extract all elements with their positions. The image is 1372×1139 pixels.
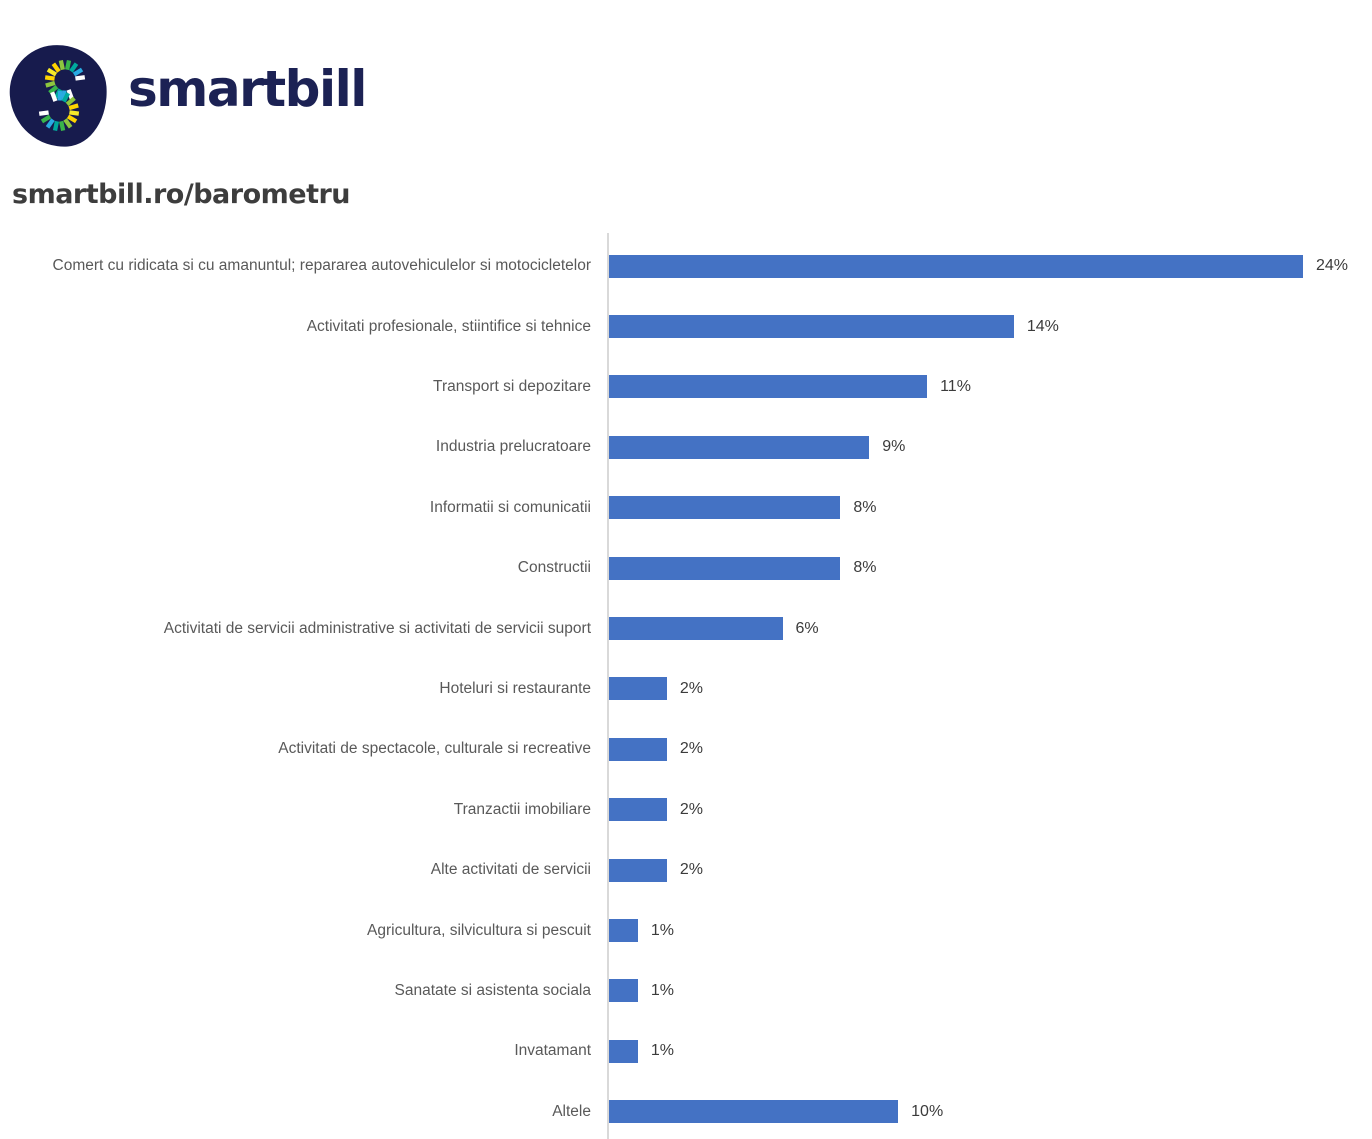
bar-row: Comert cu ridicata si cu amanuntul; repa… [0,236,1372,296]
bar-row: Agricultura, silvicultura si pescuit 1% [0,900,1372,960]
bar-row: Transport si depozitare 11% [0,357,1372,417]
value-label: 9% [882,438,906,456]
bar-chart: Comert cu ridicata si cu amanuntul; repa… [0,233,1372,1139]
value-label: 8% [853,559,877,577]
bar-row: Hoteluri si restaurante 2% [0,659,1372,719]
category-label: Constructii [517,559,591,577]
category-label: Activitati profesionale, stiintifice si … [306,317,591,335]
category-label: Informatii si comunicatii [429,498,591,516]
bar [609,737,667,761]
value-label: 1% [650,981,675,999]
y-axis-line [607,233,609,1139]
bar [609,556,841,580]
value-label: 8% [853,498,877,516]
bar-row: Alte activitati de servicii 2% [0,840,1372,900]
value-label: 24% [1316,257,1349,275]
smartbill-s-burst-icon [38,59,86,132]
bar-row: Informatii si comunicatii 8% [0,478,1372,538]
bar [609,1100,899,1124]
page-title-url: smartbill.ro/barometru [12,179,351,210]
bar-row: Industria prelucratoare 9% [0,417,1372,477]
category-label: Altele [552,1102,591,1120]
category-label: Activitati de spectacole, culturale si r… [278,740,591,758]
value-label: 2% [679,861,703,879]
value-label: 1% [650,1042,675,1060]
bar [609,1039,638,1063]
value-label: 10% [911,1102,944,1120]
value-label: 2% [679,740,703,758]
value-label: 11% [940,377,971,395]
value-label: 6% [795,619,819,637]
category-label: Agricultura, silvicultura si pescuit [367,921,591,939]
bar-row: Activitati de servicii administrative si… [0,598,1372,658]
value-label: 2% [679,800,703,818]
value-label: 1% [650,921,675,939]
value-label: 2% [679,679,703,697]
bar [609,979,638,1003]
category-label: Industria prelucratoare [435,438,591,456]
value-label: 14% [1026,317,1059,335]
bar [609,315,1014,339]
category-label: Invatamant [514,1042,591,1060]
category-label: Activitati de servicii administrative si… [163,619,591,637]
category-label: Comert cu ridicata si cu amanuntul; repa… [52,257,591,275]
category-label: Sanatate si asistenta sociala [394,982,591,1000]
bar-row: Tranzactii imobiliare 2% [0,780,1372,840]
smartbill-logo [6,41,111,151]
bar [609,919,638,943]
category-label: Alte activitati de servicii [430,861,591,879]
category-label: Tranzactii imobiliare [453,800,591,818]
bar [609,677,667,701]
bar [609,254,1303,278]
bar-row: Constructii 8% [0,538,1372,598]
bar [609,375,928,399]
bar-row: Altele 10% [0,1082,1372,1139]
brand-wordmark: smartbill [128,60,367,118]
bar-row: Sanatate si asistenta sociala 1% [0,961,1372,1021]
bar [609,435,870,459]
category-label: Hoteluri si restaurante [439,680,591,698]
bar [609,798,667,822]
bar [609,858,667,882]
bar-row: Activitati profesionale, stiintifice si … [0,296,1372,356]
bar-row: Invatamant 1% [0,1021,1372,1081]
bar [609,496,841,520]
bar [609,617,783,641]
category-label: Transport si depozitare [433,378,591,396]
bar-row: Activitati de spectacole, culturale si r… [0,719,1372,779]
